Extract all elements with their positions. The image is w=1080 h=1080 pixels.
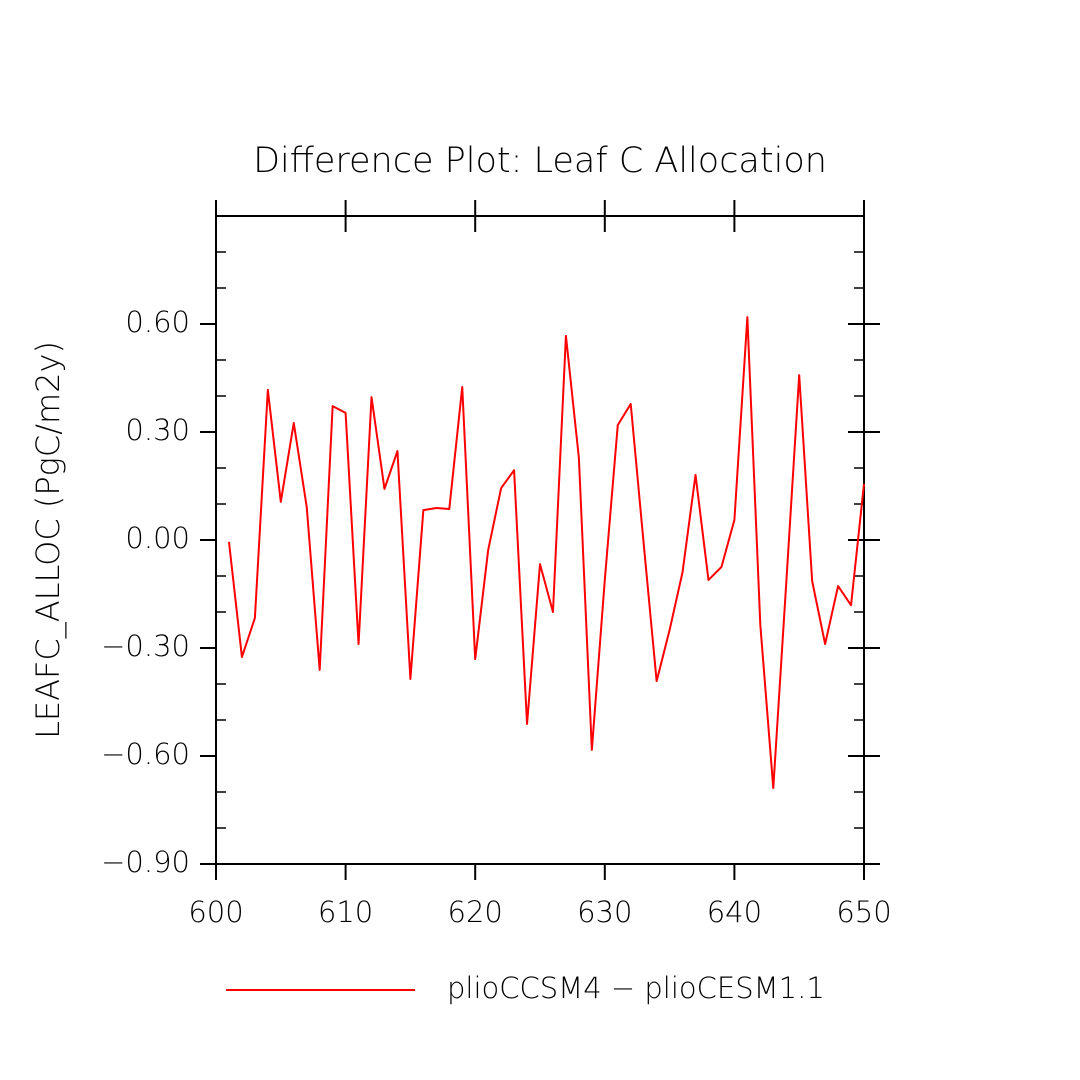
x-tick-label: 640 <box>707 895 762 929</box>
y-tick-label: 0.30 <box>125 413 190 447</box>
x-tick-label: 620 <box>448 895 503 929</box>
y-tick-label: −0.90 <box>101 845 190 879</box>
y-tick-label: −0.30 <box>101 629 190 663</box>
y-tick-label: 0.00 <box>125 521 190 555</box>
x-tick-label: 650 <box>836 895 891 929</box>
x-tick-label: 610 <box>318 895 373 929</box>
chart-title: Difference Plot: Leaf C Allocation <box>253 141 827 181</box>
y-tick-label: −0.60 <box>101 737 190 771</box>
y-tick-label: 0.60 <box>125 305 190 339</box>
x-tick-label: 630 <box>577 895 632 929</box>
data-line <box>227 316 865 790</box>
legend-label: plioCCSM4 − plioCESM1.1 <box>447 971 825 1005</box>
x-tick-label: 600 <box>188 895 243 929</box>
y-axis-label: LEAFC_ALLOC (PgC/m2y) <box>29 341 67 739</box>
plot-frame <box>215 215 865 865</box>
